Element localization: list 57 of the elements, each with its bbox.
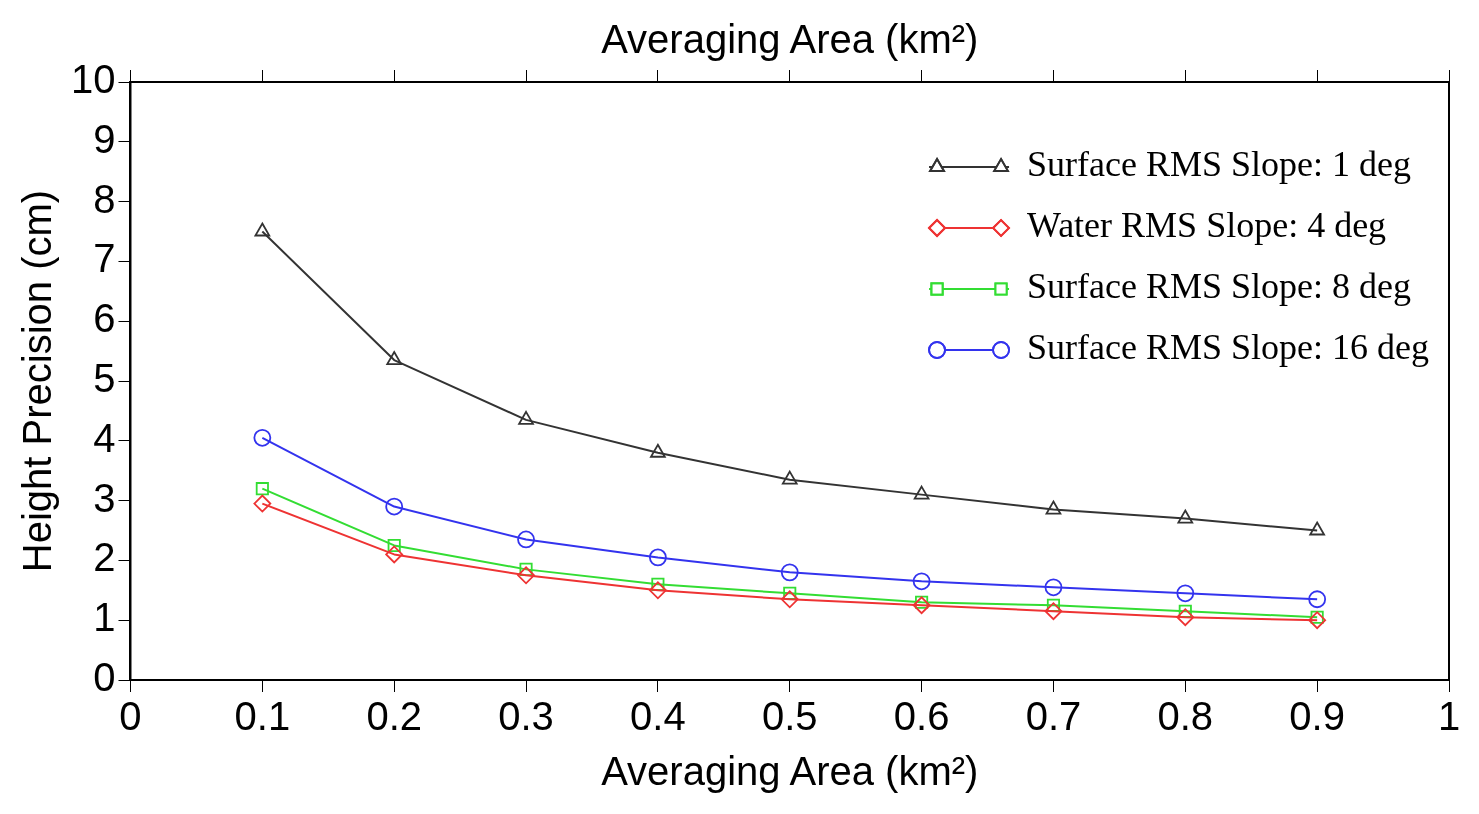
y-tick-label: 6 — [93, 296, 116, 341]
legend-label: Surface RMS Slope: 8 deg — [1027, 266, 1412, 307]
point — [781, 470, 798, 485]
y-tick-label: 1 — [93, 595, 116, 640]
point — [387, 538, 401, 553]
y-tick-label: 4 — [93, 415, 116, 460]
point — [1177, 509, 1194, 524]
point — [518, 410, 534, 425]
point — [912, 572, 931, 591]
y-tick-label: 7 — [93, 236, 116, 281]
y-tick-label: 8 — [93, 176, 116, 221]
legend-label: Surface RMS Slope: 16 deg — [1027, 327, 1430, 368]
point — [386, 351, 403, 365]
x-tick-label: 0.3 — [498, 694, 554, 739]
x-tick-label: 0.7 — [1025, 694, 1082, 739]
point — [253, 428, 272, 447]
point — [255, 482, 269, 496]
point — [1045, 500, 1062, 515]
x-tick-label: 0.4 — [630, 694, 686, 739]
point — [253, 494, 272, 513]
x2-axis-title: Averaging Area (km²) — [601, 17, 979, 62]
x-tick-label: 0.5 — [761, 694, 818, 739]
point — [913, 485, 930, 500]
y-tick-label: 5 — [93, 356, 116, 401]
y-tick-label: 9 — [93, 116, 116, 161]
x-tick-label: 0.8 — [1157, 694, 1214, 739]
x-tick-label: 0.1 — [234, 694, 291, 739]
point — [517, 530, 535, 549]
point — [1308, 590, 1327, 609]
point — [385, 497, 404, 516]
point — [1044, 578, 1063, 597]
y-tick-label: 0 — [93, 655, 116, 700]
point — [912, 596, 931, 615]
point — [1309, 521, 1325, 536]
x-tick-label: 0.6 — [893, 694, 950, 739]
legend-label: Surface RMS Slope: 1 deg — [1027, 144, 1412, 185]
x-axis-title: Averaging Area (km²) — [601, 749, 979, 794]
point — [650, 443, 666, 458]
point — [780, 563, 799, 582]
point — [385, 545, 404, 564]
y-tick-label: 3 — [93, 475, 116, 520]
point — [1308, 611, 1327, 630]
y-axis-title: Height Precision (cm) — [15, 189, 60, 573]
x-tick-label: 0.2 — [366, 694, 422, 739]
y-tick-label: 2 — [93, 535, 116, 580]
x-tick-label: 0.9 — [1289, 694, 1345, 739]
point — [1044, 602, 1063, 621]
y-tick-label: 10 — [70, 57, 116, 102]
point — [254, 222, 271, 237]
point — [1176, 584, 1195, 603]
legend-label: Water RMS Slope: 4 deg — [1027, 205, 1387, 246]
point — [1176, 608, 1195, 627]
x-tick-label: 1 — [1437, 694, 1461, 739]
point — [649, 581, 667, 600]
point — [517, 566, 535, 585]
point — [649, 548, 667, 567]
point — [780, 590, 799, 609]
